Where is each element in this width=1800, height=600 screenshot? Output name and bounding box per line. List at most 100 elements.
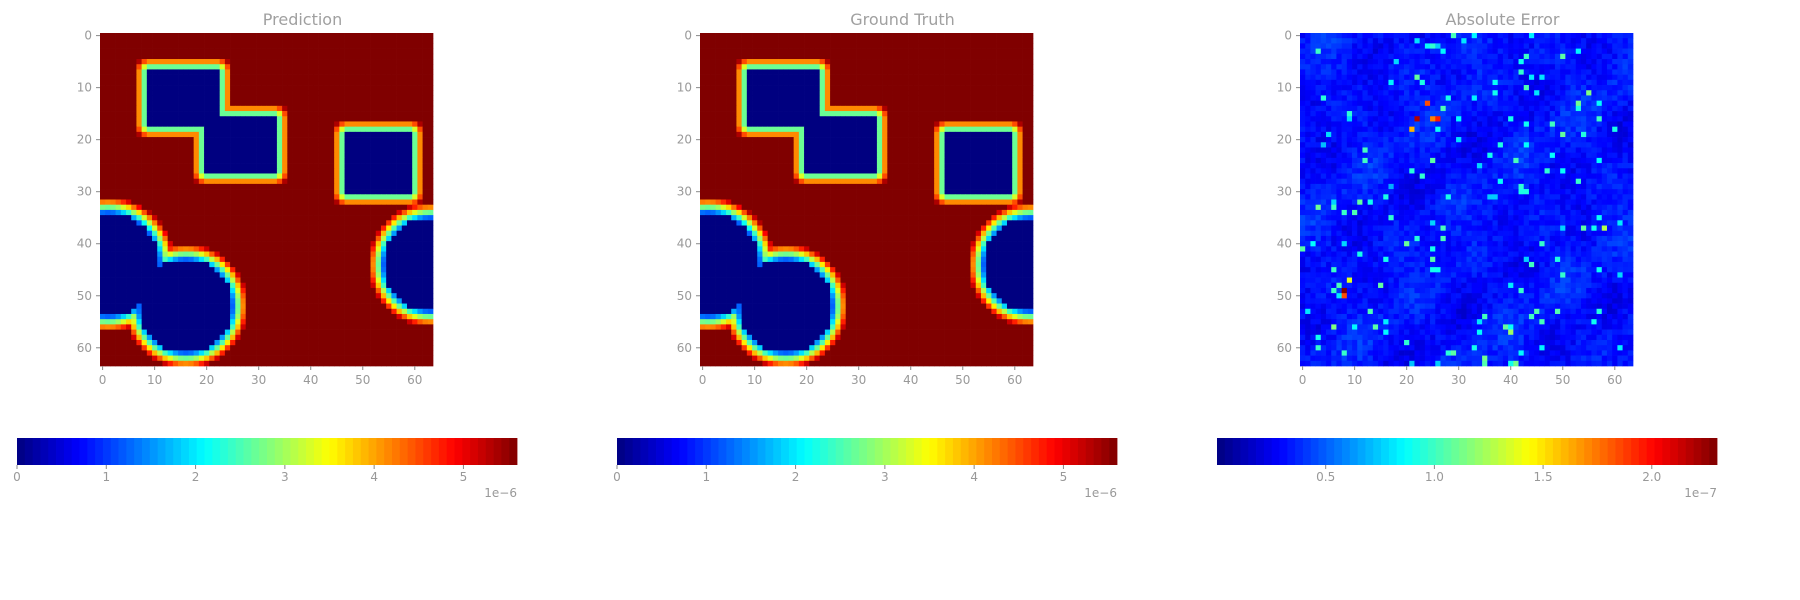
heatmap-cell [266,235,273,242]
heatmap-cell [845,74,852,81]
heatmap-cell [261,178,267,185]
heatmap-cell [856,79,862,86]
heatmap-cell [349,324,356,330]
heatmap-cell [266,137,273,143]
heatmap-cell [313,313,319,320]
heatmap-cell [146,64,153,70]
heatmap-cell [250,209,257,216]
heatmap-cell [250,178,257,185]
heatmap-cell [209,183,215,190]
heatmap-cell [157,33,163,39]
heatmap-cell [391,298,397,304]
heatmap-cell [349,355,356,362]
heatmap-cell [349,90,356,96]
heatmap-cell [380,121,387,127]
heatmap-cell [360,53,366,60]
heatmap-cell [162,282,168,289]
heatmap-cell [386,126,392,133]
heatmap-cell [902,48,909,55]
heatmap-cell [422,360,429,367]
heatmap-cell [783,53,789,60]
heatmap-cell [380,360,387,367]
heatmap-cell [996,69,1003,75]
heatmap-cell [700,38,706,44]
heatmap-cell [126,147,132,154]
heatmap-cell [370,267,377,273]
heatmap-cell [391,293,397,299]
heatmap-cell [375,251,382,258]
heatmap-cell [396,313,403,320]
heatmap-cell [323,267,330,273]
heatmap-cell [939,33,945,39]
heatmap-cell [209,126,215,133]
heatmap-cell [866,33,873,39]
heatmap-cell [292,69,299,75]
heatmap-cell [427,319,434,325]
heatmap-cell [370,215,377,221]
heatmap-cell [965,79,971,86]
heatmap-cell [1022,59,1029,65]
heatmap-cell [162,204,168,211]
heatmap-cell [219,147,226,154]
heatmap-cell [700,69,706,75]
heatmap-cell [302,79,309,86]
heatmap-cell [328,157,335,164]
heatmap-cell [282,267,288,273]
heatmap-cell [391,38,397,44]
heatmap-cell [354,100,361,107]
heatmap-cell [198,204,205,211]
heatmap-cell [427,53,434,60]
colorbar-segment [306,438,315,465]
heatmap-cell [391,131,397,138]
heatmap-cell [772,64,779,70]
heatmap-cell [427,90,434,96]
heatmap-cell [370,261,377,268]
heatmap-cell [146,303,153,310]
heatmap-cell [1022,53,1029,60]
heatmap-cell [323,131,330,138]
colorbar-segment [376,438,385,465]
heatmap-cell [375,157,382,164]
heatmap-cell [328,142,335,148]
heatmap-cell [876,53,883,60]
heatmap-cell [256,350,262,356]
heatmap-cell [1012,90,1018,96]
heatmap-cell [172,168,179,174]
heatmap-cell [360,241,366,247]
heatmap-cell [178,225,184,232]
heatmap-cell [705,43,711,49]
heatmap-cell [157,293,163,299]
heatmap-cell [282,251,288,258]
heatmap-cell [746,85,753,91]
heatmap-cell [980,33,987,39]
heatmap-cell [120,90,127,96]
heatmap-cell [391,189,397,195]
heatmap-cell [949,59,956,65]
heatmap-cell [224,230,231,237]
heatmap-cell [110,90,116,96]
heatmap-cell [219,246,226,252]
heatmap-cell [793,48,800,55]
heatmap-cell [318,33,325,39]
heatmap-cell [297,100,304,107]
heatmap-cell [110,126,116,133]
heatmap-cell [417,272,423,278]
heatmap-cell [287,121,293,127]
heatmap-cell [224,246,231,252]
colorbar-segment [259,438,268,465]
heatmap-cell [380,199,387,206]
heatmap-cell [427,235,434,242]
heatmap-cell [318,194,325,200]
heatmap-cell [339,69,345,75]
heatmap-cell [386,329,392,336]
heatmap-cell [396,256,403,263]
heatmap-cell [157,246,163,252]
heatmap-cell [334,339,340,346]
heatmap-cell [188,173,194,180]
heatmap-cell [235,329,241,336]
heatmap-cell [344,220,351,226]
heatmap-cell [401,53,408,60]
heatmap-cell [349,64,356,70]
heatmap-cell [923,85,930,91]
heatmap-cell [365,85,371,91]
